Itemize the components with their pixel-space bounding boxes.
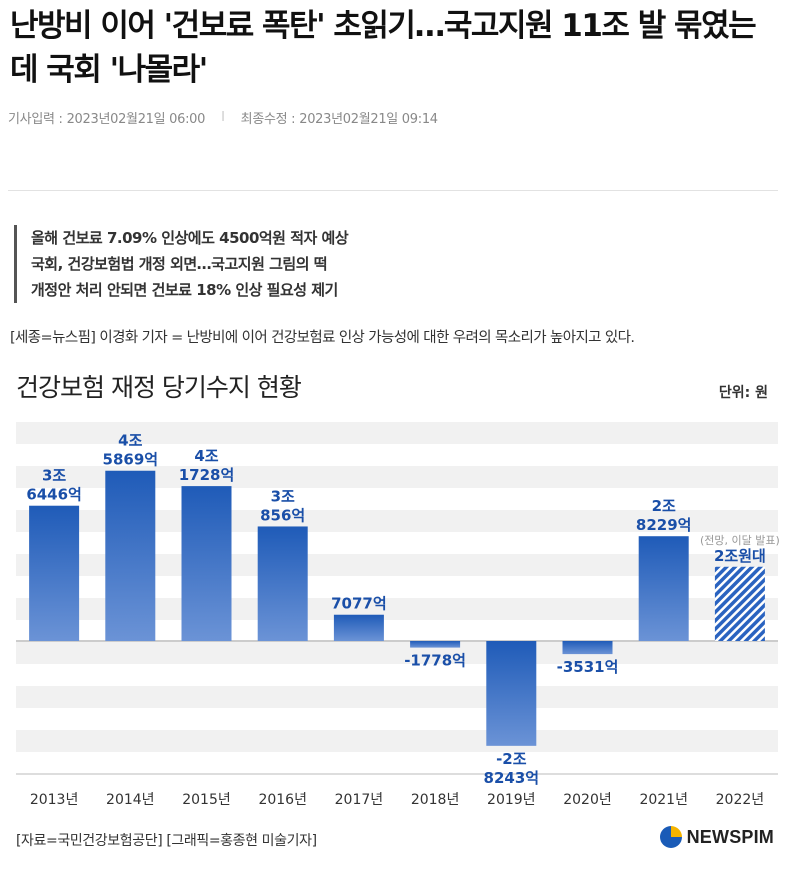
graphic-credit: [그래픽=홍종현 미술기자] xyxy=(166,833,317,849)
data-label: -1778억 xyxy=(404,652,466,670)
x-tick-label: 2021년 xyxy=(639,792,688,808)
newspim-logo-text: NEWSPIM xyxy=(686,826,774,847)
data-label: 4조 xyxy=(194,447,218,465)
article-lead: [세종=뉴스핌] 이경화 기자 = 난방비에 이어 건강보험료 인상 가능성에 … xyxy=(10,330,635,346)
x-tick-label: 2017년 xyxy=(335,792,384,808)
x-tick-label: 2016년 xyxy=(258,792,307,808)
data-label: 856억 xyxy=(260,506,305,524)
x-tick-label: 2014년 xyxy=(106,792,155,808)
x-tick-label: 2019년 xyxy=(487,792,536,808)
grid-band xyxy=(16,686,778,708)
chart-footer: [자료=국민건강보험공단] [그래픽=홍종현 미술기자] xyxy=(16,830,317,850)
x-tick-label: 2020년 xyxy=(563,792,612,808)
bar-chart: 2013년3조6446억2014년4조5869억2015년4조1728억2016… xyxy=(16,422,780,808)
x-tick-label: 2018년 xyxy=(411,792,460,808)
source-credit: [자료=국민건강보험공단] xyxy=(16,833,163,849)
meta-separator: I xyxy=(221,110,225,125)
summary-line: 개정안 처리 안되면 건보료 18% 인상 필요성 제기 xyxy=(31,281,338,299)
grid-band xyxy=(16,466,778,488)
grid-band xyxy=(16,422,778,444)
bar xyxy=(410,641,461,648)
data-label: 4조 xyxy=(118,432,142,450)
header-divider xyxy=(8,190,778,191)
data-label: -3531억 xyxy=(557,658,619,676)
bar xyxy=(486,641,537,746)
x-tick-label: 2015년 xyxy=(182,792,231,808)
chart-title: 건강보험 재정 당기수지 현황 xyxy=(16,373,302,402)
projected-note: (전망, 이달 발표) xyxy=(700,534,780,547)
bar xyxy=(257,526,308,641)
input-time: 2023년02월21일 06:00 xyxy=(66,112,206,127)
data-label: 6446억 xyxy=(26,486,82,504)
bar xyxy=(29,505,80,641)
data-label: 3조 xyxy=(42,467,66,485)
update-time: 2023년02월21일 09:14 xyxy=(299,112,438,127)
newspim-logo-icon xyxy=(659,826,682,848)
article-summary: 올해 건보료 7.09% 인상에도 4500억원 적자 예상 국회, 건강보험법… xyxy=(14,225,349,303)
data-label: 8243억 xyxy=(484,769,540,787)
summary-line: 국회, 건강보험법 개정 외면…국고지원 그림의 떡 xyxy=(31,255,328,273)
bar xyxy=(181,486,232,641)
bar xyxy=(638,536,689,641)
data-label: 2조원대 xyxy=(714,547,766,565)
data-label: 8229억 xyxy=(636,516,692,534)
update-time-label: 최종수정 : xyxy=(240,112,296,127)
chart-unit: 단위: 원 xyxy=(718,385,768,401)
grid-band xyxy=(16,730,778,752)
article-meta: 기사입력 : 2023년02월21일 06:00 I 최종수정 : 2023년0… xyxy=(8,108,438,127)
data-label: 5869억 xyxy=(103,451,159,469)
article-headline: 난방비 이어 '건보료 폭탄' 초읽기…국고지원 11조 발 묶였는데 국회 '… xyxy=(10,8,757,88)
bar xyxy=(562,641,613,655)
data-label: 2조 xyxy=(652,497,676,515)
data-label: 7077억 xyxy=(331,595,387,613)
data-label: 3조 xyxy=(271,487,295,505)
bar xyxy=(105,470,156,641)
newspim-logo: NEWSPIM xyxy=(659,826,774,848)
input-time-label: 기사입력 : xyxy=(8,112,63,127)
summary-line: 올해 건보료 7.09% 인상에도 4500억원 적자 예상 xyxy=(31,229,349,247)
data-label: -2조 xyxy=(496,750,527,768)
bar-projected xyxy=(714,566,765,641)
x-tick-label: 2013년 xyxy=(30,792,79,808)
bar xyxy=(333,614,384,641)
grid-band xyxy=(16,642,778,664)
data-label: 1728억 xyxy=(179,466,235,484)
x-tick-label: 2022년 xyxy=(716,792,765,808)
